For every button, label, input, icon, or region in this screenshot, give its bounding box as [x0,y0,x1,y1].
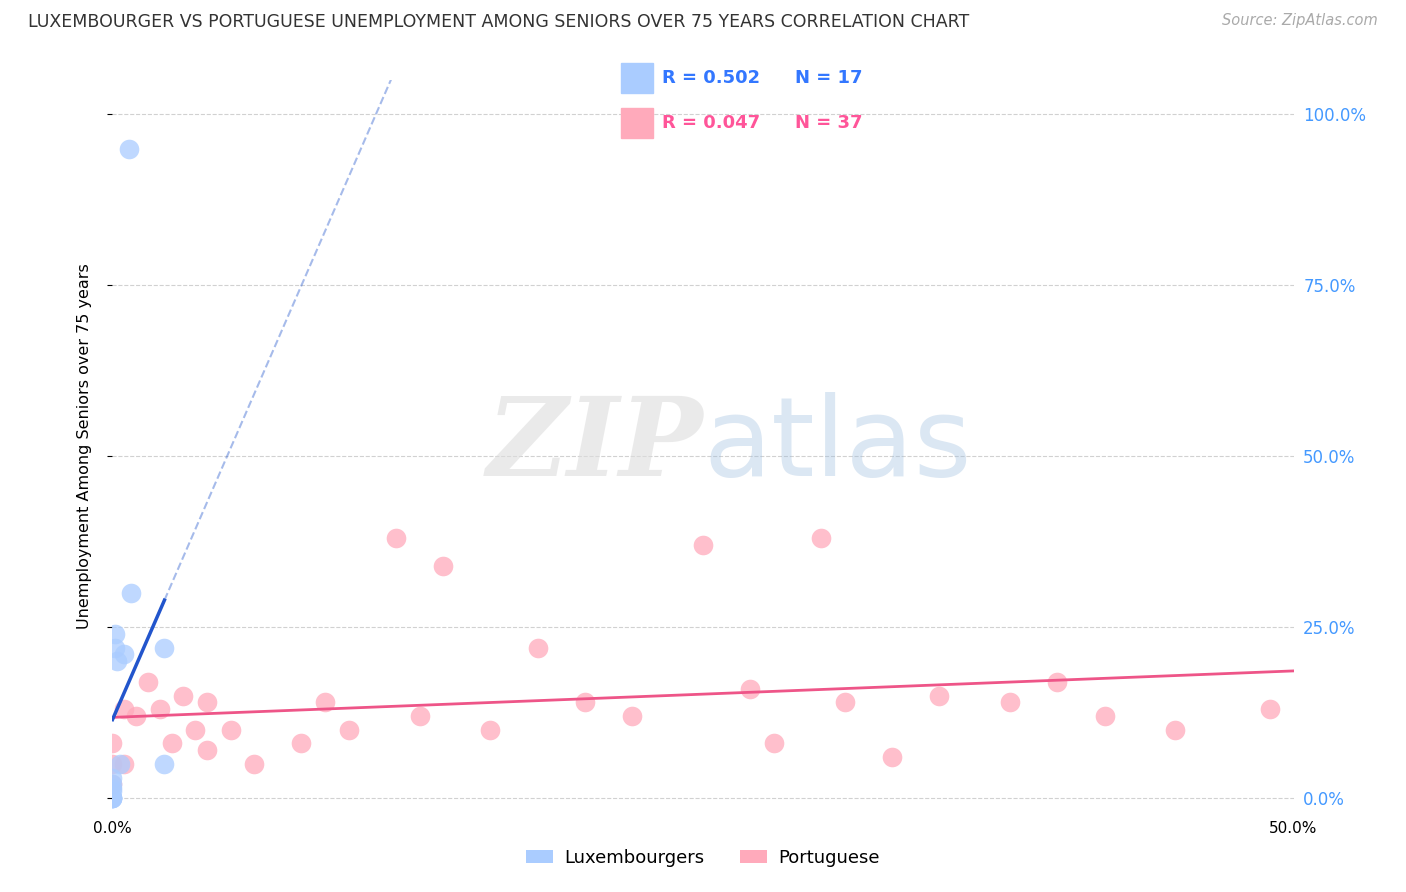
Point [101,780,124,795]
Point [810,531,832,545]
Text: ZIP: ZIP [486,392,703,500]
Point [149,702,172,716]
Point [101,771,124,785]
Point [112,756,135,771]
Point [928,689,950,703]
Point [160,736,183,750]
Point [692,538,714,552]
Text: N = 37: N = 37 [796,114,863,132]
Point [526,640,548,655]
Bar [621,108,652,138]
Point [337,723,360,737]
Point [105,654,128,668]
Point [101,791,124,805]
Point [195,695,218,709]
Point [574,695,596,709]
Point [112,702,135,716]
Text: atlas: atlas [703,392,972,500]
Point [112,648,135,662]
Point [408,709,430,723]
Point [1046,674,1069,689]
Point [120,586,142,600]
Point [101,791,124,805]
Point [153,756,176,771]
Text: R = 0.502: R = 0.502 [662,69,761,87]
Point [153,640,176,655]
Point [172,689,194,703]
Point [762,736,785,750]
Point [101,777,124,791]
Text: R = 0.047: R = 0.047 [662,114,761,132]
Point [385,531,408,545]
Point [834,695,856,709]
Point [101,791,124,805]
Point [314,695,336,709]
Point [108,756,131,771]
Point [104,640,127,655]
Y-axis label: Unemployment Among Seniors over 75 years: Unemployment Among Seniors over 75 years [77,263,91,629]
Legend: Luxembourgers, Portuguese: Luxembourgers, Portuguese [519,842,887,874]
Point [219,723,242,737]
Point [101,784,124,798]
Point [118,142,141,156]
Point [1258,702,1281,716]
Point [290,736,312,750]
Point [243,756,266,771]
Point [880,750,903,764]
Point [621,709,644,723]
Point [101,791,124,805]
Point [998,695,1021,709]
Text: LUXEMBOURGER VS PORTUGUESE UNEMPLOYMENT AMONG SENIORS OVER 75 YEARS CORRELATION : LUXEMBOURGER VS PORTUGUESE UNEMPLOYMENT … [28,13,969,31]
Bar [621,63,652,93]
Point [479,723,502,737]
Point [740,681,762,696]
Point [184,723,207,737]
Point [432,558,454,573]
Text: N = 17: N = 17 [796,69,863,87]
Point [195,743,218,757]
Point [125,709,148,723]
Point [101,777,124,791]
Point [136,674,159,689]
Point [101,756,124,771]
Point [1094,709,1116,723]
Point [1164,723,1187,737]
Point [104,627,127,641]
Text: Source: ZipAtlas.com: Source: ZipAtlas.com [1222,13,1378,29]
Point [101,736,124,750]
